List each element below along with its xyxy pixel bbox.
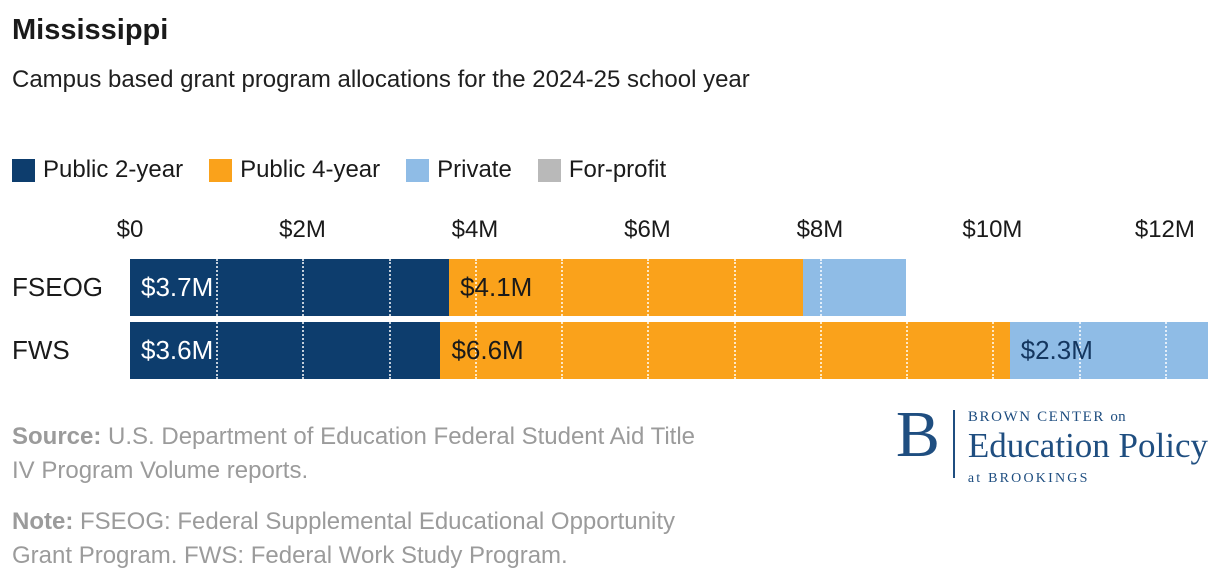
legend-label: Private xyxy=(437,156,512,183)
legend-swatch-for-profit xyxy=(537,158,561,182)
legend-item-private: Private xyxy=(406,156,512,184)
bar-value-label: $6.6M xyxy=(451,335,524,365)
bar-value-label: $3.7M xyxy=(141,272,214,302)
bar-row-fws: FWS $3.6M $6.6M $2.3M xyxy=(0,322,1220,379)
legend: Public 2-year Public 4-year Private For-pro… xyxy=(12,156,666,184)
logo-on: on xyxy=(1110,409,1126,425)
footnote: Note: FSEOG: Federal Supplemental Educat… xyxy=(12,505,732,573)
x-axis-tick-10m: $10M xyxy=(962,216,1023,243)
legend-swatch-public-2-year xyxy=(12,158,35,182)
row-label-fseog: FSEOG xyxy=(12,272,104,302)
bar-segment-fws-private: $2.3M xyxy=(1009,322,1208,379)
bar-segment-fseog-public-2-year: $3.7M xyxy=(130,259,450,316)
legend-item-for-profit: For-profit xyxy=(537,156,667,184)
bar-rows: FSEOG $3.7M $4.1M FWS $3.6M $6.6M $2.3M xyxy=(0,259,1220,379)
bar-segment-fseog-public-4-year: $4.1M xyxy=(449,259,803,316)
brookings-logo: B BROWN CENTER on Education Policy at BR… xyxy=(895,398,1208,487)
logo-education-policy: Education Policy xyxy=(967,426,1208,465)
logo-brown-center: BROWN CENTER xyxy=(967,409,1106,425)
bar-segment-fseog-private xyxy=(802,259,907,316)
chart-title: Mississippi xyxy=(12,14,169,46)
logo-divider xyxy=(952,410,955,478)
logo-line-brown-center: BROWN CENTER on xyxy=(968,409,1208,426)
bar-value-label: $2.3M xyxy=(1020,335,1093,365)
x-axis-tick-2m: $2M xyxy=(279,216,326,243)
logo-text: BROWN CENTER on Education Policy at BROO… xyxy=(968,404,1208,487)
note-text: FSEOG: Federal Supplemental Educational … xyxy=(12,508,675,570)
legend-label: For-profit xyxy=(568,156,667,183)
x-axis-tick-0: $0 xyxy=(116,216,144,243)
legend-item-public-4-year: Public 4-year xyxy=(209,156,380,184)
source-note: Source: U.S. Department of Education Fed… xyxy=(12,420,712,488)
brookings-logo-initial: B xyxy=(895,398,940,471)
x-axis-tick-4m: $4M xyxy=(451,216,499,243)
source-label: Source: xyxy=(12,423,102,450)
bar-row-fseog: FSEOG $3.7M $4.1M xyxy=(0,259,1220,316)
legend-label: Public 2-year xyxy=(43,156,184,183)
logo-at-brookings: at BROOKINGS xyxy=(967,470,1090,486)
legend-label: Public 4-year xyxy=(240,156,381,183)
bar-value-label: $3.6M xyxy=(141,335,214,365)
bar-chart: $0 $2M $4M $6M $8M $10M $12M FSEOG $3.7M $4.1M FW… xyxy=(0,216,1220,381)
bar-value-label: $4.1M xyxy=(460,272,533,302)
x-axis-tick-6m: $6M xyxy=(624,216,671,243)
legend-item-public-2-year: Public 2-year xyxy=(12,156,183,184)
legend-swatch-public-4-year xyxy=(209,158,233,182)
bar-segment-fws-public-4-year: $6.6M xyxy=(440,322,1010,379)
bar-segment-fws-public-2-year: $3.6M xyxy=(130,322,441,379)
x-axis-tick-12m: $12M xyxy=(1134,216,1195,243)
x-axis: $0 $2M $4M $6M $8M $10M $12M xyxy=(0,216,1220,248)
chart-subtitle: Campus based grant program allocations f… xyxy=(12,66,750,93)
legend-swatch-private xyxy=(406,158,430,182)
source-text: U.S. Department of Education Federal Stu… xyxy=(12,423,696,485)
row-label-fws: FWS xyxy=(12,335,70,365)
note-label: Note: xyxy=(12,508,74,535)
x-axis-tick-8m: $8M xyxy=(796,216,844,243)
